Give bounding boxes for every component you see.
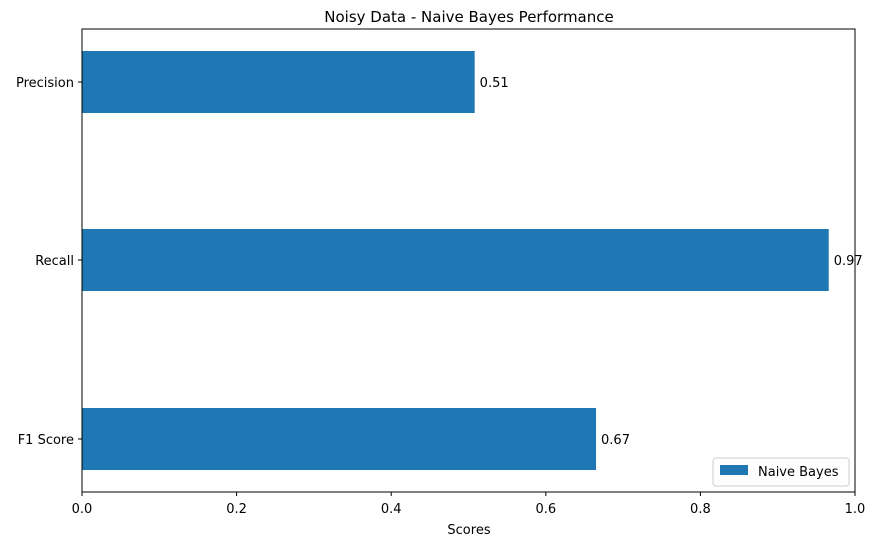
y-tick-label: F1 Score [18,433,74,448]
plot-frame [81,28,856,493]
bar-recall [82,229,829,291]
x-tick-label: 0.4 [381,502,402,517]
x-tick-label: 0.6 [535,502,556,517]
y-tick-label: Recall [35,254,74,269]
x-tick-label: 0.0 [72,502,93,517]
y-axis: Precision Recall F1 Score [16,76,82,448]
x-axis-label: Scores [447,523,490,538]
legend-swatch [720,465,748,475]
x-axis: 0.0 0.2 0.4 0.6 0.8 1.0 [72,492,866,517]
x-tick-label: 0.8 [690,502,711,517]
legend: Naive Bayes [712,457,850,487]
value-label-f1-score: 0.67 [601,433,630,448]
chart-title: Noisy Data - Naive Bayes Performance [324,8,613,26]
legend-label: Naive Bayes [758,465,839,480]
x-tick-label: 0.2 [226,502,247,517]
bar-precision [82,51,475,113]
value-label-precision: 0.51 [480,76,509,91]
x-tick-label: 1.0 [845,502,866,517]
bar-f1-score [82,408,597,470]
value-label-recall: 0.97 [834,254,863,269]
bars-layer [82,51,829,470]
y-tick-label: Precision [16,76,74,91]
